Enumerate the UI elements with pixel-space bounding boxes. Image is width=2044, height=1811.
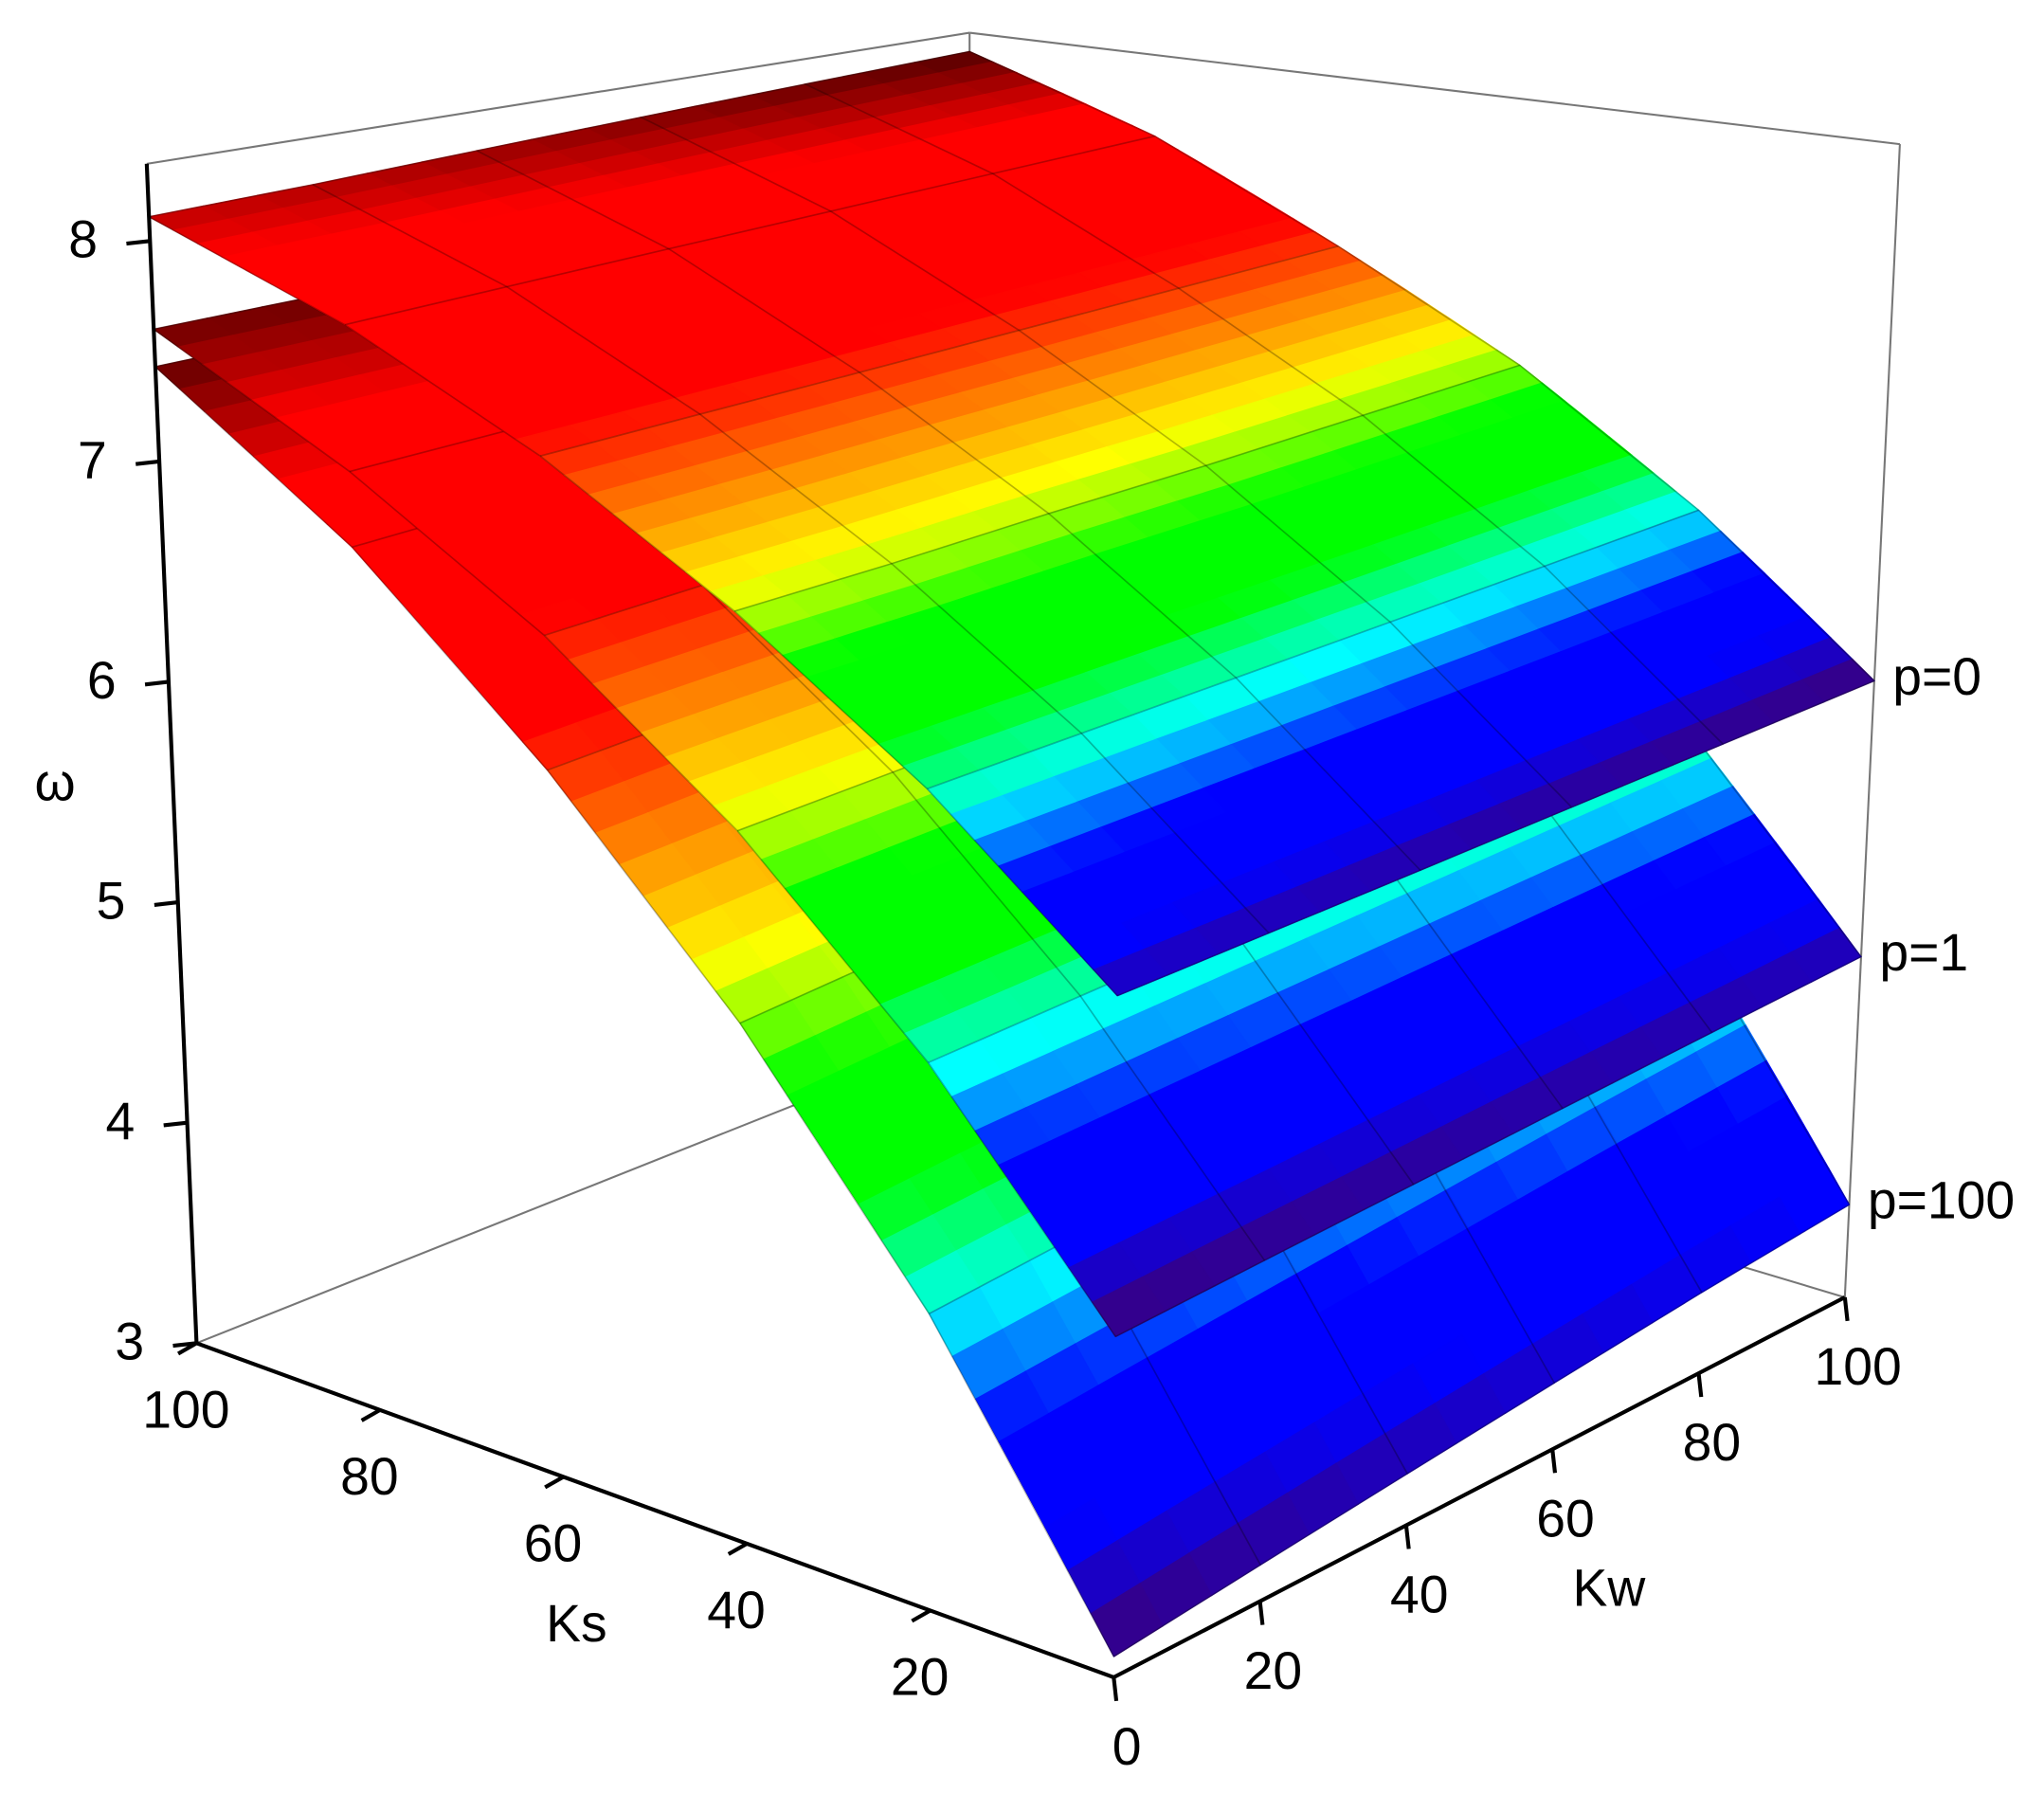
surface-patch (1093, 948, 1169, 997)
x-tick-label: 40 (1390, 1566, 1449, 1624)
x-tick-label: 80 (1683, 1413, 1742, 1472)
series-label: p=100 (1868, 1171, 2015, 1230)
mesh-line (805, 83, 1724, 745)
y-tick-label: 40 (707, 1581, 766, 1639)
mesh-line (733, 364, 1521, 612)
box-edge (146, 31, 970, 165)
mesh-line (539, 245, 1339, 458)
z-tick-label: 4 (106, 1092, 136, 1150)
y-axis-label: Ks (546, 1594, 607, 1653)
x-axis-label: Kw (1573, 1559, 1647, 1618)
x-axis (1112, 1295, 1846, 1679)
z-tick-label: 3 (115, 1313, 144, 1371)
x-tick-label: 20 (1244, 1641, 1303, 1700)
mesh-line (1112, 1204, 1850, 1657)
front-layer: p=100 p=1 p=0 3 4 5 6 7 8 20 40 60 80 100 0 20 40 60 80 100 (68, 163, 2015, 1776)
y-axis (195, 1341, 1114, 1679)
x-tick (1696, 1372, 1704, 1398)
series-label: p=1 (1879, 923, 1968, 982)
surface-patch (1091, 1276, 1167, 1338)
mesh-line (927, 509, 1699, 790)
z-tick-label: 5 (97, 871, 126, 930)
surfaces (147, 50, 1875, 1657)
z-tick-label: 7 (78, 430, 107, 489)
mesh-line (312, 184, 1270, 934)
y-tick-label: 20 (891, 1648, 950, 1707)
x-tick-label: 0 (1112, 1717, 1142, 1776)
mesh-line (153, 328, 1116, 1337)
mesh-line (968, 50, 1875, 682)
x-tick (1257, 1601, 1265, 1625)
mesh-line (344, 135, 1155, 326)
y-tick (177, 1341, 198, 1356)
z-tick-label: 6 (87, 651, 117, 710)
box-edge (1843, 144, 1901, 1298)
mesh-line (641, 117, 1573, 808)
x-tick-label: 60 (1536, 1489, 1595, 1548)
z-tick (144, 679, 170, 687)
z-axis (144, 163, 199, 1344)
mesh-line (1116, 679, 1875, 997)
mesh-line (154, 366, 1115, 1657)
x-tick (1842, 1296, 1850, 1322)
surface-patch (1090, 1583, 1164, 1657)
z-tick (163, 1120, 188, 1128)
y-tick-label: 100 (142, 1381, 229, 1440)
x-tick (1112, 1676, 1119, 1702)
y-tick-label: 80 (340, 1447, 399, 1506)
z-tick-label: 8 (68, 210, 98, 269)
series-label: p=0 (1892, 647, 1981, 706)
z-tick (126, 239, 151, 246)
z-tick (154, 900, 178, 907)
y-tick (727, 1542, 749, 1556)
x-tick-label: 100 (1815, 1337, 1902, 1396)
mesh-line (148, 215, 1118, 997)
z-tick (136, 459, 160, 466)
y-tick-label: 60 (524, 1514, 583, 1573)
mesh-line (149, 50, 970, 218)
mesh-line (476, 150, 1421, 871)
mesh-line (1114, 955, 1862, 1338)
box-edge (969, 31, 1901, 146)
y-tick (911, 1608, 932, 1623)
y-tick (544, 1475, 565, 1490)
y-tick (360, 1408, 382, 1422)
x-tick (1550, 1449, 1558, 1474)
z-axis-label: ω (34, 752, 75, 811)
x-tick (1403, 1525, 1411, 1549)
